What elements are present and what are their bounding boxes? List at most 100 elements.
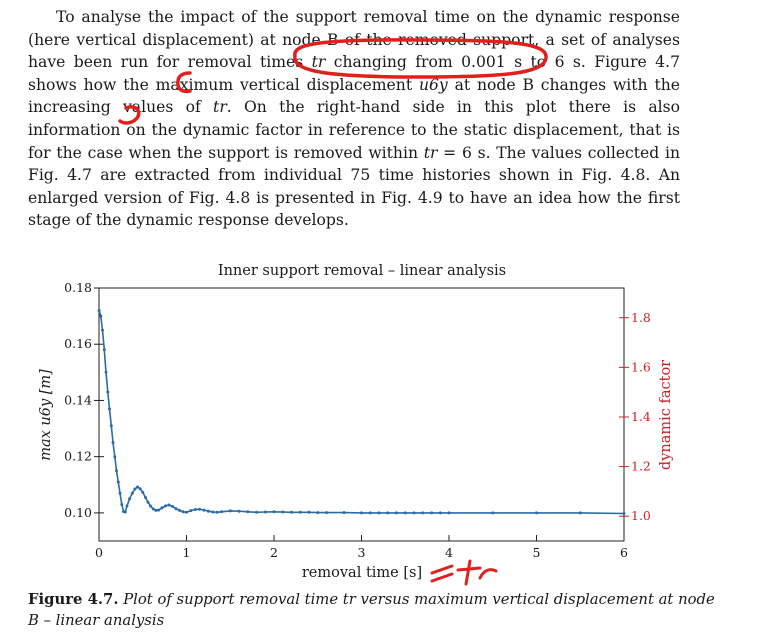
data-point <box>211 510 215 514</box>
y2-tick-label: 1.8 <box>631 310 651 325</box>
data-point <box>189 509 193 513</box>
data-point <box>220 510 223 514</box>
data-point <box>146 500 150 504</box>
u6y-symbol: u6y <box>418 75 448 94</box>
y2-tick-label: 1.6 <box>631 359 651 374</box>
y-tick-label: 0.10 <box>64 505 92 520</box>
data-point <box>128 497 132 501</box>
y2-tick-label: 1.4 <box>631 409 651 424</box>
caption-text: Plot of support removal time tr versus m… <box>28 591 715 629</box>
data-point <box>228 509 232 513</box>
data-point <box>167 503 171 507</box>
data-point <box>386 511 390 515</box>
x-tick-label: 3 <box>358 545 366 560</box>
data-point <box>325 511 328 515</box>
x-axis-label: removal time [s] <box>302 565 422 581</box>
data-point <box>403 511 407 515</box>
data-point <box>123 510 127 514</box>
data-point <box>171 504 174 508</box>
series-line <box>98 310 625 515</box>
data-point <box>185 510 188 514</box>
y-tick-label: 0.18 <box>64 280 92 295</box>
tr-symbol-2: tr <box>213 98 227 117</box>
y-tick-label: 0.12 <box>64 449 92 464</box>
data-point <box>198 507 202 511</box>
data-point <box>136 485 139 489</box>
data-point <box>151 507 155 511</box>
data-point <box>368 511 372 515</box>
data-point <box>395 511 398 515</box>
data-point <box>246 510 250 514</box>
data-point <box>115 469 118 473</box>
data-point <box>412 511 416 515</box>
tr-symbol: tr <box>311 53 326 72</box>
para-s3: at node B changes with the increasing va… <box>28 75 680 117</box>
data-point <box>206 509 210 513</box>
data-point <box>104 370 108 374</box>
x-tick-label: 0 <box>95 545 103 560</box>
y-axis-label: max u6y [m] <box>38 369 54 461</box>
y2-axis-label: dynamic factor <box>658 360 674 470</box>
data-point <box>272 510 276 514</box>
data-point <box>255 510 258 514</box>
tr-symbol-3: tr <box>423 143 438 162</box>
y2-tick-label: 1.0 <box>631 508 651 523</box>
data-point <box>447 511 451 515</box>
x-tick-label: 2 <box>270 545 278 560</box>
data-point <box>120 503 124 506</box>
data-point <box>141 490 145 494</box>
y-tick-label: 0.14 <box>64 392 92 407</box>
data-point <box>181 510 185 514</box>
data-point <box>578 511 582 515</box>
x-tick-label: 1 <box>183 545 191 560</box>
data-point <box>430 511 433 515</box>
para-s5: = 6 s. The values collected in Fig. 4.7 … <box>28 143 681 230</box>
data-point <box>202 508 206 512</box>
data-point <box>438 511 442 515</box>
data-point <box>138 487 142 491</box>
data-point <box>130 491 134 495</box>
y-tick-label: 0.16 <box>64 336 92 351</box>
data-point <box>307 510 311 514</box>
data-point <box>101 328 104 332</box>
chart-title: Inner support removal – linear analysis <box>218 263 506 279</box>
data-point <box>125 504 129 508</box>
data-point <box>164 504 167 508</box>
data-point <box>622 512 626 515</box>
data-point <box>102 348 106 352</box>
data-point <box>116 480 120 484</box>
data-point <box>133 487 137 491</box>
data-point <box>118 491 122 495</box>
data-point <box>193 508 197 511</box>
data-point <box>160 506 164 510</box>
caption-label: Figure 4.7. <box>28 591 119 608</box>
plot-frame <box>98 287 625 542</box>
data-point <box>149 504 153 508</box>
para-s4: . On the right-hand side in this plot th… <box>28 98 681 162</box>
data-point <box>360 511 363 515</box>
data-point <box>157 508 160 512</box>
data-point <box>342 511 346 515</box>
data-point <box>108 407 111 411</box>
data-point <box>106 390 110 394</box>
data-point <box>290 510 293 514</box>
x-tick-label: 4 <box>445 545 453 560</box>
x-tick-label: 5 <box>533 545 541 560</box>
x-tick-label: 6 <box>620 545 628 560</box>
data-point <box>316 511 320 515</box>
data-point <box>154 508 158 512</box>
data-point <box>97 309 101 312</box>
body-paragraph: To analyse the impact of the support rem… <box>28 6 680 232</box>
data-point <box>143 495 147 499</box>
data-point <box>99 314 103 318</box>
data-point <box>421 511 425 515</box>
data-point <box>113 455 117 459</box>
displacement-chart: Inner support removal – linear analysis … <box>38 263 674 581</box>
data-point <box>491 511 495 515</box>
data-point <box>111 441 115 445</box>
figure-caption: Figure 4.7. Plot of support removal time… <box>28 589 728 631</box>
data-point <box>109 424 113 428</box>
data-point <box>281 510 285 514</box>
data-point <box>535 511 538 515</box>
data-point <box>298 510 302 514</box>
